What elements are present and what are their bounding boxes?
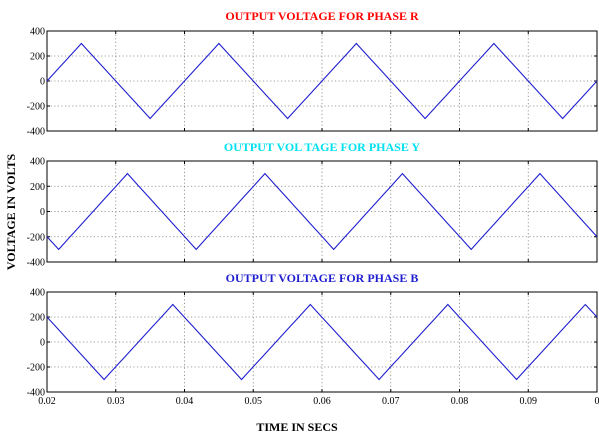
phase-y-y-tick-label: -400 xyxy=(27,258,45,269)
phase-b-x-tick-label: 0.06 xyxy=(313,396,331,407)
phase-r-y-tick-label: 200 xyxy=(30,52,45,63)
phase-b-y-tick-label: 400 xyxy=(30,288,45,299)
phase-b-x-tick-label: 0 xyxy=(595,396,599,407)
phase-b-title: OUTPUT VOLTAGE FOR PHASE B xyxy=(226,271,419,285)
phase-b-y-tick-label: 200 xyxy=(30,313,45,324)
phase-r-panel: OUTPUT VOLTAGE FOR PHASE R 400 200 0 -200 -40… xyxy=(27,9,598,138)
phase-b-x-tick-label: 0.03 xyxy=(107,396,125,407)
phase-b-panel: OUTPUT VOLTAGE FOR PHASE B 400 200 0 -200 -40… xyxy=(27,271,599,407)
phase-r-y-tick-label: 400 xyxy=(30,27,45,38)
phase-y-title: OUTPUT VOL TAGE FOR PHASE Y xyxy=(224,140,420,154)
phase-r-y-tick-label: -200 xyxy=(27,102,45,113)
phase-y-y-tick-label: 400 xyxy=(30,157,45,168)
phase-r-title: OUTPUT VOLTAGE FOR PHASE R xyxy=(225,9,419,23)
phase-r-voltage-line xyxy=(46,42,598,120)
phase-b-x-tick-label: 0.07 xyxy=(382,396,400,407)
phase-y-y-tick-label: 200 xyxy=(30,182,45,193)
phase-y-y-tick-label: 0 xyxy=(40,207,45,218)
phase-b-voltage-line xyxy=(46,303,598,381)
phase-b-x-tick-label: 0.04 xyxy=(176,396,194,407)
phase-y-y-tick-label: -200 xyxy=(27,232,45,243)
phase-b-y-tick-label: -400 xyxy=(27,388,45,399)
phase-b-y-tick-label: -200 xyxy=(27,363,45,374)
phase-y-panel: OUTPUT VOL TAGE FOR PHASE Y 400 200 0 -200 -4… xyxy=(27,140,598,269)
phase-r-y-tick-label: 0 xyxy=(40,77,45,88)
phase-b-x-tick-label: 0.02 xyxy=(38,396,56,407)
phase-r-y-tick-label: -400 xyxy=(27,127,45,138)
phase-b-x-tick-label: 0.05 xyxy=(245,396,263,407)
phase-y-voltage-line xyxy=(46,172,598,251)
phase-b-y-tick-label: 0 xyxy=(40,338,45,349)
phase-b-x-tick-label: 0.08 xyxy=(451,396,469,407)
phase-b-x-tick-label: 0.09 xyxy=(520,396,538,407)
x-axis-label: TIME IN SECS xyxy=(256,420,338,434)
y-axis-label: VOLTAGE IN VOLTS xyxy=(4,154,18,271)
